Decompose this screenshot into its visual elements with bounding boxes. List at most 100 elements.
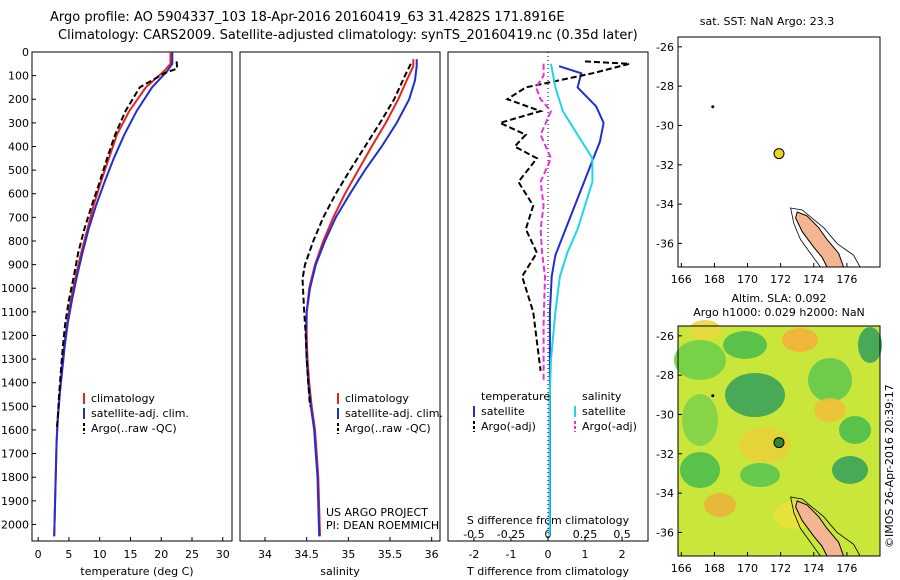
depth-tick-label: 300 [8,117,29,130]
sst_map-xtick-label: 166 [671,273,692,286]
temperature-x-tick-label: 15 [123,548,137,561]
depth-tick-label: 1700 [1,448,29,461]
sla_map-field-patch [808,358,852,402]
salinity-annotation-project: US ARGO PROJECT [326,506,428,519]
sla_map-frame [677,325,881,557]
temperature-x-tick-label: 5 [65,548,72,561]
sla_map-field-patch [723,331,767,359]
sst_map-argo-marker [773,148,785,160]
tdiff-x-tick-label: -1 [505,548,516,561]
sla_map-field-patch [832,456,868,484]
depth-tick-label: 2000 [1,518,29,531]
depth-tick-label: 1100 [1,306,29,319]
depth-tick-label: 1000 [1,282,29,295]
sdiff-tick-label: 0.25 [573,528,598,541]
temperature-series-satellite-adj-clim- [53,52,174,537]
copyright-label: ©IMOS 26-Apr-2016 20:39:17 [883,384,896,548]
temperature-series-argo-raw-qc- [55,61,179,431]
salinity-series-climatology [305,59,415,537]
depth-tick-label: 1900 [1,495,29,508]
sst_map-xtick-label: 168 [704,273,725,286]
diff-series-temperature-argo-adj- [497,60,630,372]
salinity-x-tick-label: 34.5 [294,548,319,561]
depth-tick-label: 1300 [1,353,29,366]
sla_map-field-patch [782,328,818,352]
sla_map-xtick-label: 174 [803,562,824,575]
sla_map-field-patch [740,463,780,487]
salinity-x-tick-label: 34 [258,548,272,561]
depth-tick-label: 0 [22,46,29,59]
depth-tick-label: 1500 [1,400,29,413]
sdiff-tick-label: -0.25 [497,528,525,541]
tdiff-x-tick-label: -2 [468,548,479,561]
sst_map-xtick-label: 170 [737,273,758,286]
depth-tick-label: 1600 [1,424,29,437]
sst_map-land [795,211,845,268]
sla_map-ytick-label: -30 [656,408,674,421]
sla_map-field-patch [689,320,721,340]
diff-series-salinity-argo-adj- [534,63,553,383]
salinity-x-tick-label: 36 [425,548,439,561]
sla_map-ytick-label: -34 [656,487,674,500]
salinity-panel-frame [239,51,441,542]
temperature-panel-frame [31,51,233,542]
diff-legend-title-salinity: salinity [582,390,622,403]
sst-map-title: sat. SST: NaN Argo: 23.3 [700,15,834,28]
depth-tick-label: 800 [8,235,29,248]
sla_map-xtick-label: 166 [671,562,692,575]
salinity-annotation-pi: PI: DEAN ROEMMICH [326,519,439,532]
sst_map-island-marker [711,105,715,109]
tdiff-x-tick-label: 1 [582,548,589,561]
sla_map-ytick-label: -28 [656,369,674,382]
tdiff-xlabel: T difference from climatology [466,565,629,578]
sla_map-field-patch [680,452,720,488]
sst_map-ytick-label: -34 [656,198,674,211]
sst_map-xtick-label: 172 [770,273,791,286]
figure-title-line2: Climatology: CARS2009. Satellite-adjuste… [58,28,638,43]
sdiff-tick-label: 0 [545,528,552,541]
sla_map-xtick-label: 172 [770,562,791,575]
diff-series-salinity-satellite [548,63,594,537]
sla_map-xtick-label: 170 [737,562,758,575]
sst_map-group: 166 168 170 172 174 176 -26 -28 -30 -32 -34 -36 [656,36,881,286]
depth-tick-label: 200 [8,93,29,106]
sla_map-group: 166 168 170 172 174 176 -26 -28 -30 -32 -34 -36 [656,320,882,575]
sla-map-subtitle: Argo h1000: 0.029 h2000: NaN [693,306,865,319]
sst_map-ytick-label: -26 [656,41,674,54]
salinity-xlabel: salinity [320,565,360,578]
temperature-x-tick-label: 10 [93,548,107,561]
depth-tick-label: 900 [8,259,29,272]
sla-map-title: Altim. SLA: 0.092 [731,292,826,305]
temperature-x-tick-label: 30 [216,548,230,561]
diff-series-temperature-satellite [548,65,605,537]
depth-tick-label: 1400 [1,377,29,390]
diff-legend-item: Argo(-adj) [582,420,637,433]
salinity-legend-item: satellite-adj. clim. [345,407,443,420]
temperature-legend-item: climatology [91,392,155,405]
salinity-legend-item: Argo(..raw -QC) [345,422,431,435]
diff-legend-item: Argo(-adj) [481,420,536,433]
salinity-series-satellite-adj-clim- [304,59,418,537]
salinity-legend-item: climatology [345,392,409,405]
sst_map-xtick-label: 176 [836,273,857,286]
sla_map-ytick-label: -26 [656,330,674,343]
temperature-xlabel: temperature (deg C) [80,565,193,578]
depth-tick-label: 100 [8,70,29,83]
sla_map-field-patch [858,327,882,363]
salinity-x-tick-label: 35.5 [378,548,403,561]
sst_map-shelf-contour [790,207,861,268]
sla_map-ytick-label: -36 [656,526,674,539]
sla_map-field-patch [674,340,726,380]
sla_map-island-marker [711,394,715,398]
sst_map-ytick-label: -36 [656,237,674,250]
sdiff-xlabel: S difference from climatology [467,514,630,527]
sst_map-ytick-label: -30 [656,119,674,132]
salinity-x-tick-label: 35 [341,548,355,561]
sst_map-ytick-label: -28 [656,80,674,93]
diff-legend-item: satellite [582,405,626,418]
sla_map-shelf-contour [790,496,861,557]
sst_map-frame [677,36,881,268]
depth-tick-label: 700 [8,211,29,224]
sla_map-xtick-label: 176 [836,562,857,575]
